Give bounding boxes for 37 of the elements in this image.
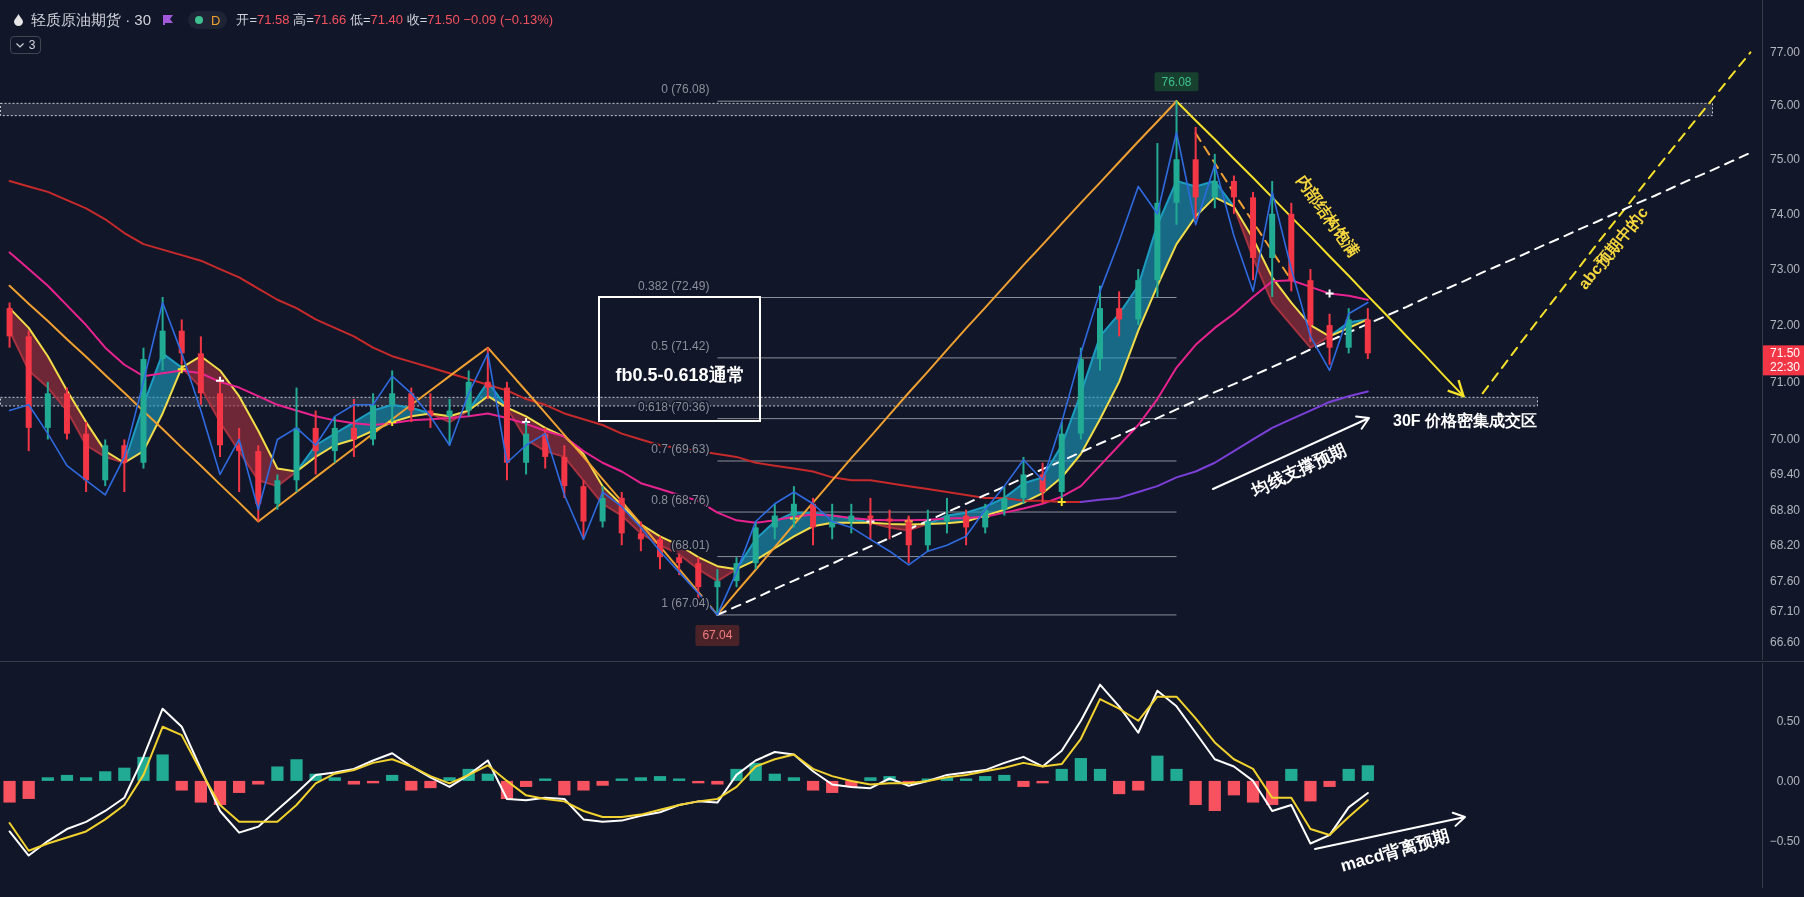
annotation: D xyxy=(211,12,221,28)
annotation: fb0.5-0.618通常 xyxy=(615,365,745,385)
ref-line-label: 0.5 (71.42) xyxy=(651,338,710,353)
badge: D xyxy=(188,11,228,29)
y-tick-label: 0.50 xyxy=(1776,713,1801,728)
y-tick-label: 70.00 xyxy=(1769,432,1801,447)
y-tick-label: 76.00 xyxy=(1769,98,1801,113)
ref-line-label: 0.382 (72.49) xyxy=(638,278,710,293)
y-tick-label: 77.00 xyxy=(1769,45,1801,60)
ref-line-label: 0 (76.08) xyxy=(661,82,710,97)
text: 轻质原油期货 · 30 xyxy=(31,10,152,30)
y-tick-label: 68.20 xyxy=(1769,538,1801,553)
annotation: 67.04 xyxy=(702,628,733,643)
band-label: 30F 价格密集成交区 xyxy=(1392,411,1537,430)
y-tick-label: 68.80 xyxy=(1769,502,1801,517)
y-tick-label: 67.10 xyxy=(1769,604,1801,619)
text: 22:30 xyxy=(1769,360,1801,375)
toggle-button: 3 xyxy=(10,36,41,54)
y-tick-label: 67.60 xyxy=(1769,574,1801,589)
y-tick-label: −0.50 xyxy=(1769,834,1801,849)
y-tick-label: 74.00 xyxy=(1769,206,1801,221)
text: 开=71.58 高=71.66 低=71.40 收=71.50 −0.09 (−0.13%) xyxy=(236,11,554,29)
y-tick-label: 71.00 xyxy=(1769,374,1801,389)
ref-line-label: 1 (67.04) xyxy=(661,595,710,610)
annotation: 76.08 xyxy=(1161,74,1192,89)
annotation: 内部结构饱满 xyxy=(1293,171,1363,261)
y-tick-label: 72.00 xyxy=(1769,318,1801,333)
annotation: 3 xyxy=(28,38,36,52)
annotation: macd背离预期 xyxy=(1338,826,1452,876)
y-tick-label: 69.40 xyxy=(1769,467,1801,482)
y-tick-label: 0.00 xyxy=(1776,773,1801,788)
text: 71.50 xyxy=(1769,346,1801,361)
y-tick-label: 75.00 xyxy=(1769,152,1801,167)
y-tick-label: 73.00 xyxy=(1769,262,1801,277)
annotation: 均线支撑预期 xyxy=(1247,439,1350,501)
y-tick-label: 66.60 xyxy=(1769,634,1801,649)
ref-line-label: 0.618 (70.36) xyxy=(638,399,710,414)
